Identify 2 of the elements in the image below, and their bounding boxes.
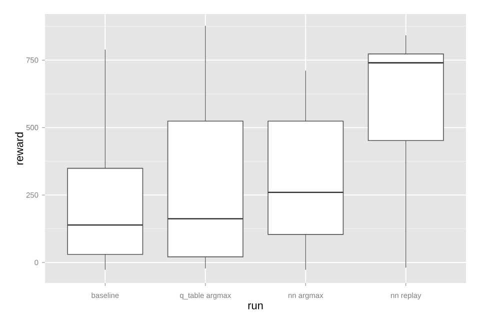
y-axis-title: reward bbox=[15, 132, 24, 165]
x-axis-title: run bbox=[248, 303, 263, 310]
